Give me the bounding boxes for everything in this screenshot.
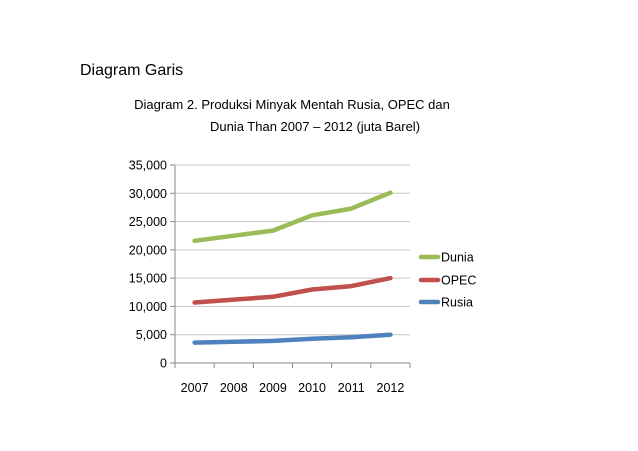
x-tick-label: 2011 xyxy=(338,381,365,395)
series-line-opec xyxy=(192,275,393,305)
x-tick-labels: 2007 2008 2009 2010 2011 2012 xyxy=(181,381,405,395)
legend-label-opec: OPEC xyxy=(441,274,476,288)
x-tick-label: 2012 xyxy=(377,381,405,395)
axes xyxy=(174,165,411,368)
x-tick-label: 2010 xyxy=(298,381,326,395)
y-tick-label: 20,000 xyxy=(129,243,167,257)
series-line-dunia xyxy=(192,190,393,244)
page-heading: Diagram Garis xyxy=(80,62,184,79)
series-line-rusia xyxy=(192,332,393,345)
x-tick-label: 2008 xyxy=(220,381,248,395)
gridlines xyxy=(170,164,410,364)
chart-title-line-1: Diagram 2. Produksi Minyak Mentah Rusia,… xyxy=(134,97,450,112)
y-tick-label: 30,000 xyxy=(129,187,167,201)
y-tick-label: 15,000 xyxy=(129,272,167,286)
legend: Dunia OPEC Rusia xyxy=(418,251,476,310)
y-tick-label: 35,000 xyxy=(129,159,167,173)
series-lines xyxy=(192,190,393,345)
chart-title-line-2: Dunia Than 2007 – 2012 (juta Barel) xyxy=(210,119,420,134)
y-tick-label: 5,000 xyxy=(136,328,167,342)
legend-label-rusia: Rusia xyxy=(441,296,473,310)
y-tick-labels: 0 5,000 10,000 15,000 20,000 25,000 30,000 35,0… xyxy=(129,159,167,371)
y-tick-label: 0 xyxy=(160,357,167,371)
x-tick-label: 2007 xyxy=(181,381,209,395)
legend-label-dunia: Dunia xyxy=(441,251,474,265)
y-tick-label: 10,000 xyxy=(129,300,167,314)
y-tick-label: 25,000 xyxy=(129,215,167,229)
x-tick-label: 2009 xyxy=(259,381,287,395)
